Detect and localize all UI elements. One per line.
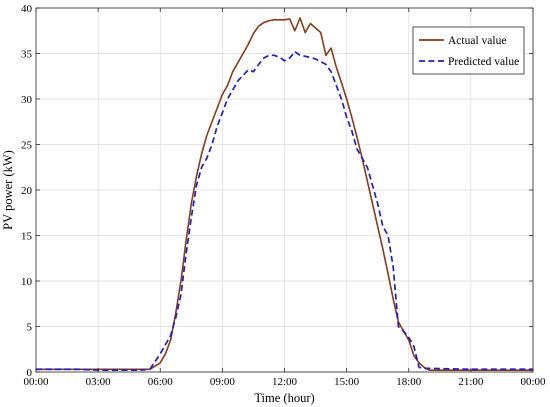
x-tick-label: 18:00 <box>396 376 422 388</box>
series-line-actual <box>36 17 533 371</box>
legend-box <box>412 26 525 75</box>
y-tick-label: 15 <box>21 231 33 243</box>
x-tick-label: 06:00 <box>148 376 174 388</box>
legend: Actual value Predicted value <box>412 26 525 75</box>
y-tick-label: 5 <box>27 322 33 334</box>
x-tick-label: 00:00 <box>520 376 546 388</box>
x-tick-label: 00:00 <box>23 376 49 388</box>
x-tick-label: 15:00 <box>334 376 360 388</box>
y-tick-label: 35 <box>21 49 33 61</box>
y-tick-label: 0 <box>27 367 33 379</box>
series-line-predicted <box>36 50 533 372</box>
x-tick-label: 12:00 <box>272 376 298 388</box>
legend-label-actual: Actual value <box>448 35 506 47</box>
x-tick-label: 03:00 <box>86 376 112 388</box>
x-axis-label: Time (hour) <box>254 391 314 405</box>
y-tick-label: 30 <box>21 94 33 106</box>
y-tick-label: 20 <box>21 185 33 197</box>
y-tick-label: 25 <box>21 140 33 152</box>
y-tick-label: 40 <box>21 3 33 15</box>
x-tick-label: 09:00 <box>210 376 236 388</box>
tick-labels: 00:00 03:00 06:00 09:00 12:00 15:00 18:00 21:00… <box>21 3 546 388</box>
y-tick-label: 10 <box>21 276 33 288</box>
y-axis-label: PV power (kW) <box>1 150 15 230</box>
x-tick-label: 21:00 <box>458 376 484 388</box>
legend-label-predicted: Predicted value <box>448 56 519 68</box>
series-layer <box>36 17 533 372</box>
